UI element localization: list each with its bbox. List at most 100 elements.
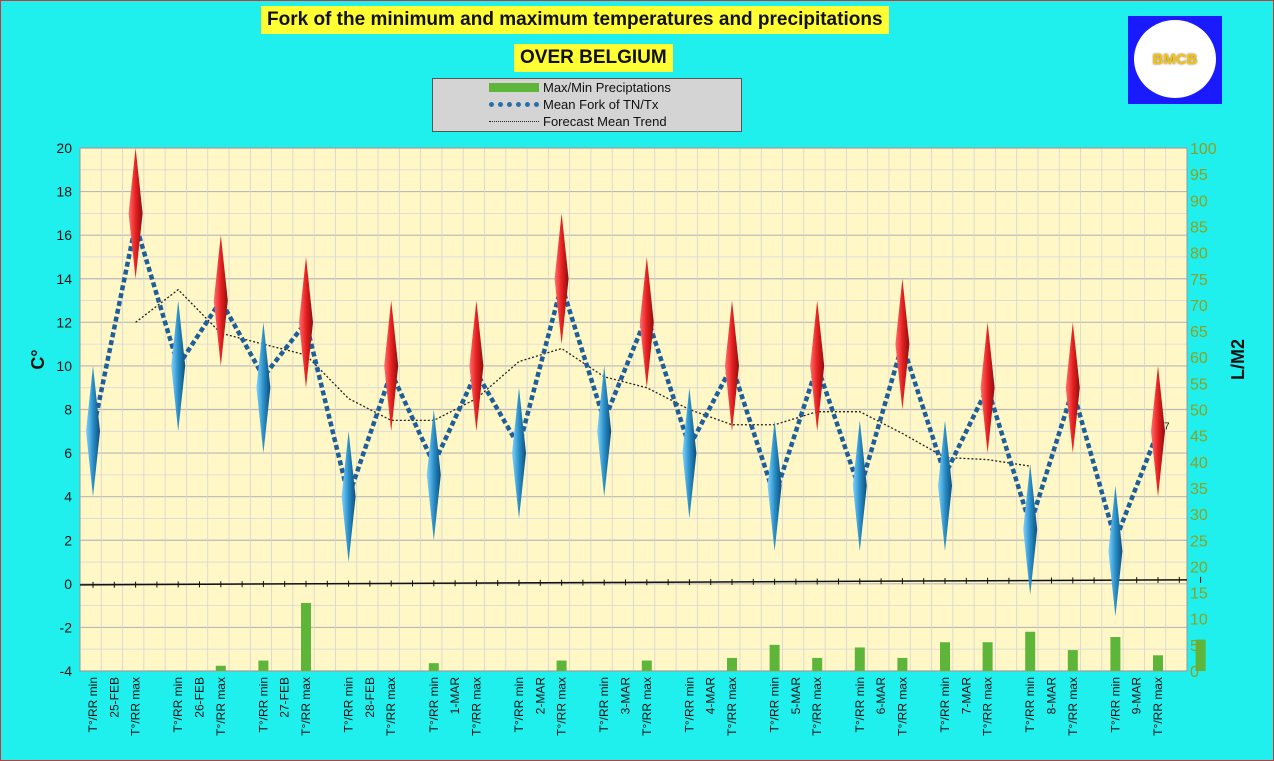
x-tick-label: T°/RR max [981,677,995,736]
x-tick-label: T°/RR max [725,677,739,736]
x-tick-label: T°/RR max [384,677,398,736]
y-tick-label-right: 95 [1190,167,1208,184]
y-tick-label-right: 55 [1190,376,1208,393]
min-spike [86,365,100,497]
y-tick-label-left: 8 [64,402,72,418]
chart-subtitle: OVER BELGIUM [514,44,673,72]
mean-polyline [90,223,1161,548]
x-tick-label: T°/RR min [256,677,270,732]
logo-badge: BMCB [1134,20,1216,98]
precip-bar [1153,655,1163,671]
y-tick-label-right: 10 [1190,612,1208,629]
x-tick-label: 9-MAR [1130,677,1144,715]
y-tick-label-left: -2 [60,619,73,635]
y-tick-label-left: 16 [56,227,72,243]
precip-bar [641,660,652,671]
y-tick-label-left: 2 [64,532,72,548]
x-tick-label: T°/RR max [129,677,143,736]
min-spike [426,409,441,541]
legend-swatch-mean [489,102,539,107]
precip-bar [769,644,780,671]
y-tick-label-left: 0 [64,576,72,592]
max-spike [1151,365,1165,497]
y-tick-label-left: 6 [64,445,72,461]
x-tick-label: 25-FEB [107,677,121,718]
min-spike [682,387,697,519]
chart-legend: Max/Min Preciptations Mean Fork of TN/Tx… [432,78,742,132]
y-tick-label-right: 100 [1190,141,1217,158]
max-spike [469,300,484,432]
precip-bar [940,642,950,671]
x-tick-label: T°/RR max [895,677,909,736]
min-spike [512,387,526,519]
bmcb-logo: BMCB [1128,16,1222,104]
min-spike [256,322,271,454]
legend-item-mean: Mean Fork of TN/Tx [433,96,658,113]
legend-label-precip: Max/Min Preciptations [543,80,671,95]
legend-item-precip: Max/Min Preciptations [433,79,671,96]
x-tick-label: T°/RR min [342,677,356,732]
y-tick-label-right: 25 [1190,533,1208,550]
precip-bar [301,603,311,671]
right-axis-ticks: 0 5 10 15 20 25 30 35 40 45 50 55 60 65 70 75 80 85 90 95 10… [1190,141,1217,681]
y-tick-label-right: 65 [1190,324,1208,341]
x-tick-label: 8-MAR [1045,677,1059,715]
x-tick-label: T°/RR min [768,677,782,732]
y-tick-label-right: 0 [1190,664,1199,681]
precip-bar [897,657,908,671]
x-tick-label: T°/RR min [171,677,185,732]
x-tick-label: T°/RR min [1023,677,1037,732]
max-spike [980,322,995,454]
x-tick-label: T°/RR min [938,677,952,732]
x-tick-label: 3-MAR [619,677,633,715]
x-tick-label: 27-FEB [278,677,292,718]
max-spike [554,213,569,345]
precip-bar [1025,631,1036,671]
max-spike [128,148,143,279]
y-axis-label-right: L/M2 [1228,339,1248,380]
x-tick-label: T°/RR min [512,677,526,732]
y-tick-label-right: 45 [1190,429,1208,446]
y-tick-label-left: 4 [64,489,72,505]
end-value-label: 7 [1164,421,1170,432]
x-tick-label: 28-FEB [363,677,377,718]
x-tick-label: 4-MAR [704,677,718,715]
y-tick-label-left: 10 [56,358,72,374]
mean-fork-line [90,223,1161,548]
x-tick-label: 26-FEB [193,677,207,718]
precip-bar [1067,650,1078,671]
y-tick-label-left: -4 [60,663,73,679]
max-spike [1065,322,1080,454]
zero-line [79,579,1188,586]
y-tick-label-right: 30 [1190,507,1208,524]
precip-bar [854,647,865,671]
precip-bar [258,660,269,671]
trend-line [135,288,1031,467]
min-spike [1023,463,1038,595]
y-tick-label-right: 5 [1190,638,1199,655]
min-spike [852,420,867,552]
x-tick-label: 7-MAR [959,677,973,715]
y-tick-label-right: 15 [1190,586,1208,603]
x-tick-label: T°/RR max [469,677,483,736]
precip-bars [215,603,1206,671]
y-tick-label-right: 50 [1190,403,1208,420]
x-tick-label: T°/RR min [853,677,867,732]
min-spike [597,365,612,497]
max-spike [810,300,825,432]
legend-label-trend: Forecast Mean Trend [543,114,667,129]
x-tick-label: T°/RR max [299,677,313,736]
precip-bar [215,665,226,671]
x-tick-label: T°/RR max [810,677,824,736]
legend-swatch-trend [489,121,539,122]
y-tick-label-right: 70 [1190,298,1208,315]
x-tick-label: T°/RR max [640,677,654,736]
y-tick-label-right: 40 [1190,455,1208,472]
chart-title: Fork of the minimum and maximum temperat… [261,6,889,34]
max-spike [725,300,739,432]
x-tick-label: T°/RR min [682,677,696,732]
max-spike [895,278,910,410]
min-spike [938,420,952,552]
x-tick-label: 1-MAR [448,677,462,715]
